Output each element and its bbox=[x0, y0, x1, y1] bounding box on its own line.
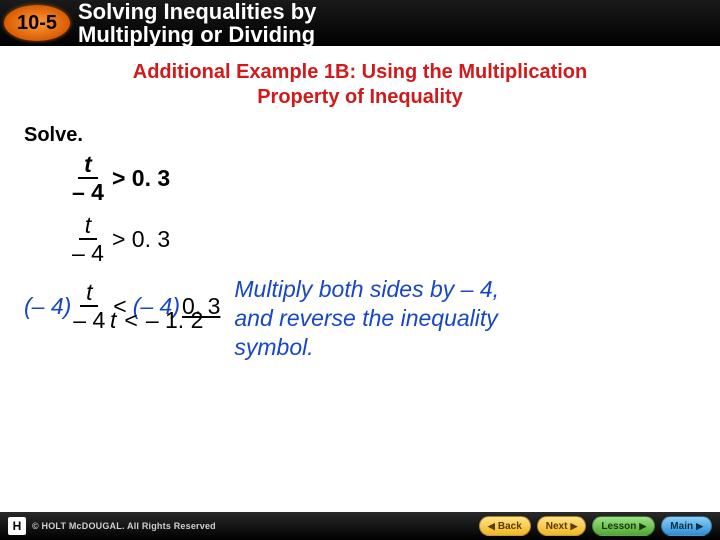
ineq-2: > 0. 3 bbox=[112, 226, 170, 253]
next-button[interactable]: Next ▶ bbox=[537, 516, 587, 536]
triangle-right-icon: ▶ bbox=[696, 521, 703, 532]
lesson-button[interactable]: Lesson ▶ bbox=[592, 516, 655, 536]
lesson-title: Solving Inequalities by Multiplying or D… bbox=[78, 0, 316, 46]
frac-den: – 4 bbox=[72, 240, 104, 265]
back-label: Back bbox=[498, 521, 522, 532]
copyright-block: H © HOLT McDOUGAL. All Rights Reserved bbox=[8, 517, 216, 535]
triangle-right-icon: ▶ bbox=[570, 521, 577, 532]
example-title: Additional Example 1B: Using the Multipl… bbox=[24, 60, 696, 110]
example-title-line1: Additional Example 1B: Using the Multipl… bbox=[24, 60, 696, 85]
frac-den: – 4 bbox=[72, 179, 104, 204]
explain-line1: Multiply both sides by – 4, bbox=[234, 275, 499, 304]
fraction-1: t – 4 bbox=[72, 153, 104, 204]
example-title-line2: Property of Inequality bbox=[24, 85, 696, 110]
slide-content: Additional Example 1B: Using the Multipl… bbox=[0, 46, 720, 334]
lesson-title-line1: Solving Inequalities by bbox=[78, 0, 316, 23]
explain-line3: symbol. bbox=[234, 333, 499, 362]
slide-header: 10-5 Solving Inequalities by Multiplying… bbox=[0, 0, 720, 46]
lesson-number: 10-5 bbox=[17, 12, 57, 35]
main-button[interactable]: Main ▶ bbox=[661, 516, 712, 536]
slide-footer: H © HOLT McDOUGAL. All Rights Reserved ◀… bbox=[0, 512, 720, 540]
cmp-4: < bbox=[124, 307, 137, 334]
var-t: t bbox=[110, 307, 116, 334]
ineq-1: > 0. 3 bbox=[112, 165, 170, 192]
next-label: Next bbox=[546, 521, 568, 532]
publisher-logo-icon: H bbox=[8, 517, 26, 535]
back-button[interactable]: ◀ Back bbox=[479, 516, 531, 536]
explain-line2: and reverse the inequality bbox=[234, 304, 499, 333]
frac-num: t bbox=[80, 281, 98, 307]
triangle-left-icon: ◀ bbox=[488, 521, 495, 532]
frac-num: t bbox=[79, 214, 97, 240]
fraction-3: t – 4 bbox=[73, 281, 105, 332]
lesson-badge: 10-5 bbox=[4, 5, 70, 41]
lhs-coeff: (– 4) bbox=[24, 293, 71, 320]
lesson-title-line2: Multiplying or Dividing bbox=[78, 23, 316, 46]
triangle-right-icon: ▶ bbox=[639, 521, 646, 532]
explanation: Multiply both sides by – 4, and reverse … bbox=[234, 275, 499, 361]
step-1: t – 4 > 0. 3 bbox=[72, 153, 696, 204]
val-4: – 1. 2 bbox=[146, 307, 204, 334]
fraction-2: t – 4 bbox=[72, 214, 104, 265]
frac-den: – 4 bbox=[73, 307, 105, 332]
main-label: Main bbox=[670, 521, 693, 532]
step-2: t – 4 > 0. 3 bbox=[72, 214, 696, 265]
nav-buttons: ◀ Back Next ▶ Lesson ▶ Main ▶ bbox=[479, 516, 712, 536]
solve-label: Solve. bbox=[24, 124, 696, 147]
lesson-label: Lesson bbox=[601, 521, 636, 532]
frac-num: t bbox=[78, 153, 98, 179]
copyright-text: © HOLT McDOUGAL. All Rights Reserved bbox=[32, 521, 216, 531]
